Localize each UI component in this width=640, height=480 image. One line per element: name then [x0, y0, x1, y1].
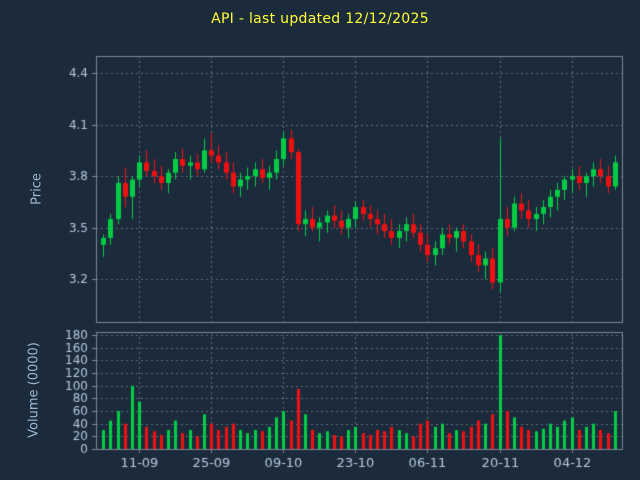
chart-title: API - last updated 12/12/2025 — [211, 11, 429, 27]
price-axis-label: Price — [29, 173, 45, 205]
volume-axis-label: Volume (0000) — [26, 342, 42, 438]
